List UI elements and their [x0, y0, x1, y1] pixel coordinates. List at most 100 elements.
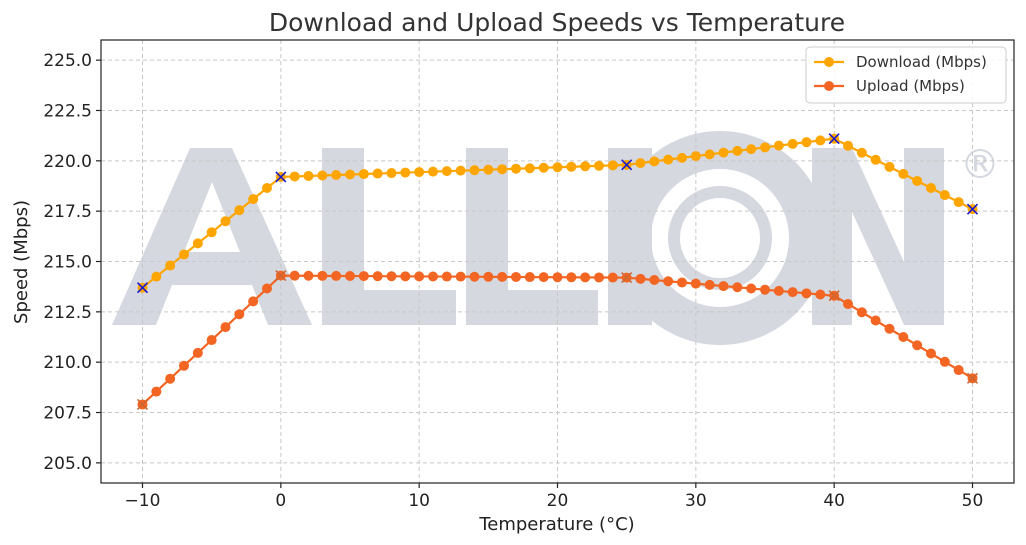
legend-marker [824, 57, 834, 67]
data-point [884, 323, 895, 334]
data-point [345, 270, 355, 281]
data-point [870, 154, 881, 165]
legend-item: Download (Mbps) [814, 53, 987, 71]
data-point [317, 270, 328, 281]
data-point [497, 271, 508, 282]
data-point [773, 285, 784, 296]
data-point [704, 149, 715, 160]
data-point [926, 348, 936, 359]
data-point [732, 145, 743, 156]
data-point [414, 167, 425, 178]
data-point [192, 238, 203, 249]
data-point [884, 161, 895, 172]
data-point [898, 332, 909, 343]
y-tick-label: 212.5 [43, 303, 92, 323]
data-point [815, 289, 826, 300]
y-axis-label: Speed (Mbps) [11, 200, 32, 324]
legend-box [805, 46, 1007, 104]
data-point [856, 147, 867, 158]
key-point-marker [621, 272, 633, 284]
data-point [469, 271, 480, 282]
data-point [746, 144, 757, 155]
x-tick-label: −10 [125, 491, 161, 511]
data-point [607, 160, 618, 171]
data-point [815, 135, 826, 146]
data-point [386, 168, 397, 179]
data-point [898, 168, 909, 179]
key-point-marker [966, 372, 979, 384]
y-tick-label: 210.0 [43, 353, 92, 373]
y-tick-label: 205.0 [43, 454, 92, 474]
data-point [635, 273, 646, 284]
data-point [704, 279, 715, 290]
legend-item: Upload (Mbps) [814, 77, 965, 95]
data-point [690, 278, 701, 289]
data-point [455, 271, 466, 282]
data-point [746, 283, 757, 294]
data-point [663, 154, 674, 165]
y-tick-label: 222.5 [43, 101, 92, 121]
data-point [663, 276, 674, 287]
series-download [136, 133, 979, 294]
data-point [677, 152, 687, 163]
plot-area [136, 133, 979, 411]
data-point [926, 183, 936, 194]
data-point [843, 298, 853, 309]
data-point [511, 163, 521, 174]
data-point [303, 270, 314, 281]
data-point [939, 190, 950, 201]
data-point [165, 373, 176, 384]
data-point [165, 260, 176, 271]
data-point [151, 271, 162, 282]
legend-label: Upload (Mbps) [856, 77, 965, 95]
data-point [234, 309, 245, 320]
data-point [289, 270, 300, 281]
axes: −10 0 10 20 30 40 50 205.0 207.5 210.0 212.5 215.0 2… [43, 39, 1015, 511]
data-point [220, 216, 231, 227]
key-point-marker [136, 398, 149, 411]
data-point [552, 162, 563, 173]
legend-label: Download (Mbps) [856, 53, 987, 71]
data-point [372, 271, 383, 282]
data-point [428, 271, 438, 282]
key-point-marker [828, 290, 840, 302]
chart-title: Download and Upload Speeds vs Temperatur… [269, 8, 845, 37]
data-point [607, 272, 618, 283]
data-point [649, 275, 660, 286]
data-point [179, 249, 189, 260]
data-point [358, 271, 369, 282]
data-point [760, 142, 770, 153]
data-point [483, 164, 494, 175]
x-tick-label: 30 [685, 491, 707, 511]
registered-mark: ® [960, 142, 1000, 188]
data-point [345, 169, 355, 180]
data-point [483, 271, 494, 282]
key-point-marker [136, 282, 149, 294]
y-tick-label: 215.0 [43, 253, 92, 273]
legend-marker [824, 81, 834, 91]
data-point [317, 170, 328, 181]
series-upload [136, 270, 979, 411]
key-point-marker [621, 159, 633, 171]
data-point [358, 169, 369, 180]
data-point [580, 161, 591, 172]
data-point [455, 165, 466, 176]
data-point [469, 165, 480, 176]
data-point [939, 356, 950, 367]
data-point [441, 166, 452, 177]
data-point [331, 169, 342, 180]
y-tick-label: 225.0 [43, 51, 92, 71]
data-point [400, 167, 411, 178]
data-point [220, 322, 231, 333]
data-point [151, 386, 162, 397]
y-tick-label: 207.5 [43, 404, 92, 424]
data-point [248, 194, 259, 205]
data-point [912, 175, 923, 186]
data-point [552, 272, 563, 283]
key-point-marker [275, 171, 287, 183]
data-point [566, 161, 577, 172]
key-point-marker [275, 270, 287, 282]
grid [101, 40, 1014, 483]
y-tick-label: 220.0 [43, 152, 92, 172]
